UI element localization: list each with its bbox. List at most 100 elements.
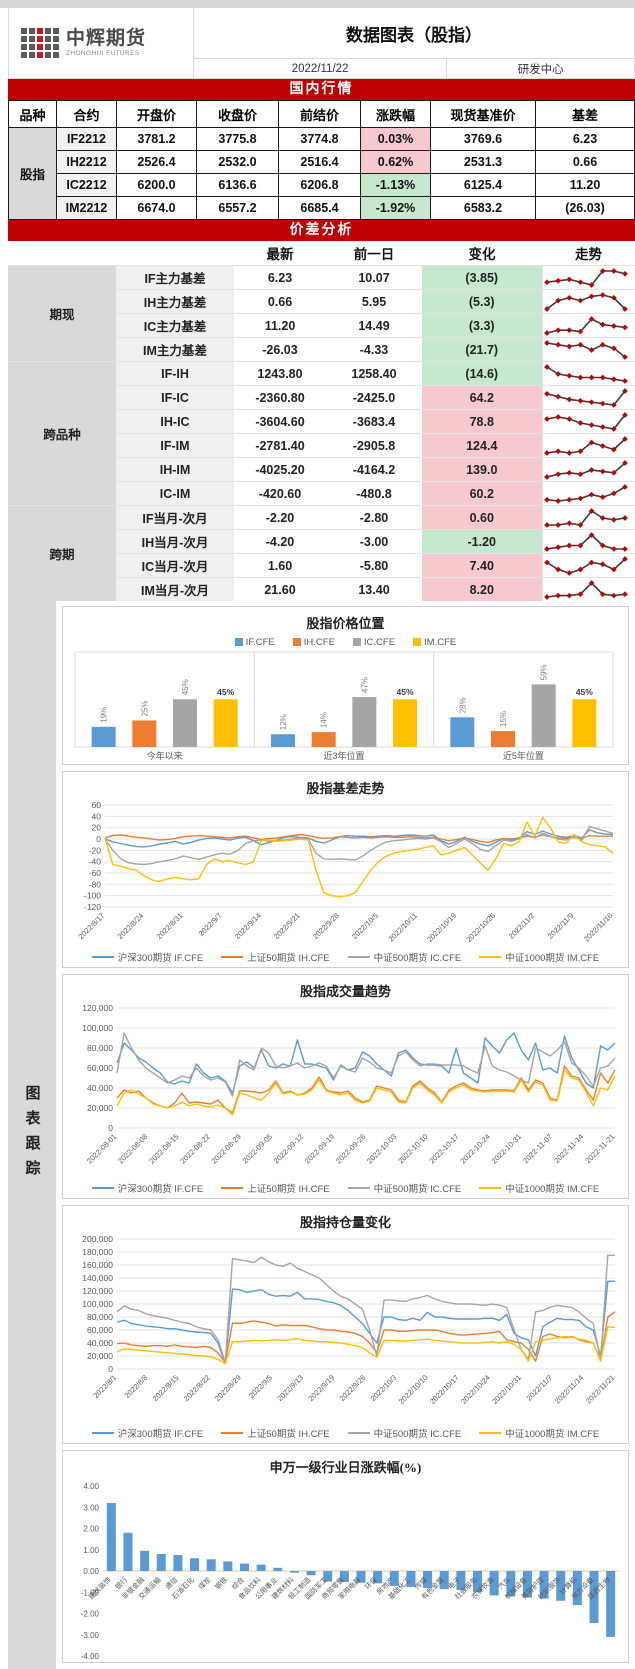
svg-text:0: 0 (108, 1123, 113, 1133)
trend-sparkline (543, 387, 628, 408)
legend-label: IH.CFE (303, 636, 335, 648)
legend-label: 上证50期货 IH.CFE (247, 953, 330, 964)
svg-text:2022/9/28: 2022/9/28 (311, 911, 341, 941)
svg-text:25%: 25% (140, 700, 149, 716)
change-pct-cell: -1.92% (360, 196, 431, 220)
trend-cell (541, 337, 635, 362)
legend-label: 中证500期货 IC.CFE (373, 1429, 462, 1440)
svg-text:-40: -40 (89, 857, 102, 867)
legend-label: 沪深300期货 IF.CFE (117, 1184, 204, 1195)
chart-title: 股指成交量趋势 (299, 984, 391, 999)
legend-label: 中证500期货 IC.CFE (373, 1184, 462, 1195)
svg-text:2022/9/5: 2022/9/5 (247, 1373, 274, 1400)
chart-title: 股指基差走势 (306, 781, 385, 796)
prev-day-cell: -2905.8 (326, 433, 422, 458)
legend-label: 沪深300期货 IF.CFE (117, 1429, 204, 1440)
svg-text:-2.00: -2.00 (81, 1610, 100, 1619)
trend-cell (541, 457, 635, 482)
change-pct-cell: 0.62% (360, 150, 431, 174)
svg-text:-60: -60 (89, 868, 102, 878)
legend-item: 沪深300期货 IF.CFE (91, 1181, 204, 1195)
svg-text:2022-11-07: 2022-11-07 (521, 1132, 554, 1165)
close-price-cell: 3775.8 (196, 127, 279, 151)
legend-label: IC.CFE (363, 636, 396, 648)
latest-cell: -420.60 (234, 481, 326, 506)
svg-text:40,000: 40,000 (87, 1083, 113, 1093)
svg-text:2022/8/8: 2022/8/8 (123, 1373, 150, 1400)
svg-text:140,000: 140,000 (82, 1273, 113, 1283)
svg-text:-120: -120 (84, 902, 101, 912)
trend-sparkline (543, 579, 628, 600)
change-cell: 124.4 (422, 433, 542, 458)
svg-text:2022/8/24: 2022/8/24 (116, 911, 146, 941)
spread-row: IM当月-次月 21.60 13.40 8.20 (8, 577, 635, 601)
volume-trend-legend: 沪深300期货 IF.CFE 上证50期货 IH.CFE 中证500期货 IC.CF… (65, 1180, 626, 1196)
legend-label: 中证500期货 IC.CFE (373, 953, 462, 964)
svg-text:2.00: 2.00 (83, 1525, 99, 1534)
banner-domestic-market: 国内行情 (8, 79, 635, 100)
change-cell: 0.60 (422, 505, 542, 530)
legend-label: 中证1000期货 IM.CFE (505, 1184, 600, 1195)
market-row: IH2212 2526.4 2532.0 2516.4 0.62% 2531.3 0.66 (9, 150, 635, 174)
svg-text:2022-10-03: 2022-10-03 (365, 1132, 398, 1165)
legend-swatch (221, 1431, 244, 1435)
svg-text:2022/9/7: 2022/9/7 (197, 911, 224, 938)
prev-day-cell: -3.00 (326, 529, 422, 554)
close-price-cell: 6136.6 (196, 173, 279, 197)
legend-item: 中证1000期货 IM.CFE (479, 1426, 599, 1440)
change-cell: 8.20 (422, 577, 542, 601)
spread-name-cell: IM当月-次月 (116, 577, 234, 601)
volume-trend-panel: 股指成交量趋势 0 20,000 40,000 60,000 80,000 100,000… (62, 974, 629, 1199)
legend-swatch (221, 1186, 244, 1190)
chart-title: 股指价格位置 (306, 616, 385, 631)
open-interest-panel: 股指持仓量变化 0 20,000 40,000 60,000 80,000 100,000… (62, 1205, 629, 1444)
svg-text:2022-09-12: 2022-09-12 (272, 1132, 305, 1165)
spread-row: IM主力基差 -26.03 -4.33 (21.7) (8, 337, 635, 362)
svg-text:-4.00: -4.00 (81, 1652, 100, 1660)
brand-name: 中辉期货 (66, 28, 147, 50)
basis-cell: 11.20 (535, 173, 635, 197)
spread-name-cell: IH-IC (116, 409, 234, 434)
spread-col-header: 变化 (468, 247, 496, 262)
spread-name-cell: IM主力基差 (116, 337, 234, 362)
spread-col-header: 最新 (266, 247, 294, 262)
trend-sparkline (543, 339, 628, 360)
open-price-cell: 2526.4 (116, 150, 197, 174)
svg-text:2022/9/13: 2022/9/13 (275, 1373, 305, 1403)
prev-day-cell: -480.8 (326, 481, 422, 506)
legend-swatch (413, 638, 422, 646)
svg-text:2022/11/9: 2022/11/9 (546, 911, 576, 941)
svg-text:2022/10/10: 2022/10/10 (397, 1373, 430, 1406)
trend-cell (541, 481, 635, 506)
spread-name-cell: IH-IM (116, 457, 234, 482)
svg-text:2022-10-31: 2022-10-31 (490, 1132, 523, 1165)
prev-day-cell: -3683.4 (326, 409, 422, 434)
legend-swatch (479, 1431, 502, 1435)
spread-name-cell: IF当月-次月 (116, 505, 234, 530)
spread-table-header: 最新 前一日 变化 走势 (8, 241, 635, 266)
prev-settle-cell: 3774.8 (278, 127, 361, 151)
prev-settle-cell: 6685.4 (278, 196, 361, 220)
legend-item: 沪深300期货 IF.CFE (91, 1426, 204, 1440)
trend-sparkline (543, 507, 628, 528)
change-cell: 60.2 (422, 481, 542, 506)
svg-text:1.00: 1.00 (83, 1546, 99, 1555)
svg-text:100,000: 100,000 (82, 1023, 113, 1033)
prev-day-cell: 5.95 (326, 289, 422, 314)
svg-text:-3.00: -3.00 (81, 1631, 100, 1640)
spread-name-cell: IH主力基差 (116, 289, 234, 314)
trend-sparkline (543, 315, 628, 336)
svg-text:45%: 45% (396, 687, 413, 697)
trend-sparkline (543, 267, 628, 288)
legend-label: IF.CFE (245, 636, 275, 648)
trend-sparkline (543, 363, 628, 384)
spread-row: IC当月-次月 1.60 -5.80 7.40 (8, 553, 635, 578)
market-row: IC2212 6200.0 6136.6 6206.8 -1.13% 6125.4 11.2… (9, 173, 635, 197)
svg-text:4.00: 4.00 (83, 1482, 99, 1491)
variety-label: 股指 (8, 127, 57, 220)
market-col-header: 开盘价 (116, 100, 197, 128)
svg-text:20: 20 (92, 823, 102, 833)
legend-swatch (91, 955, 114, 959)
latest-cell: 6.23 (234, 265, 326, 290)
